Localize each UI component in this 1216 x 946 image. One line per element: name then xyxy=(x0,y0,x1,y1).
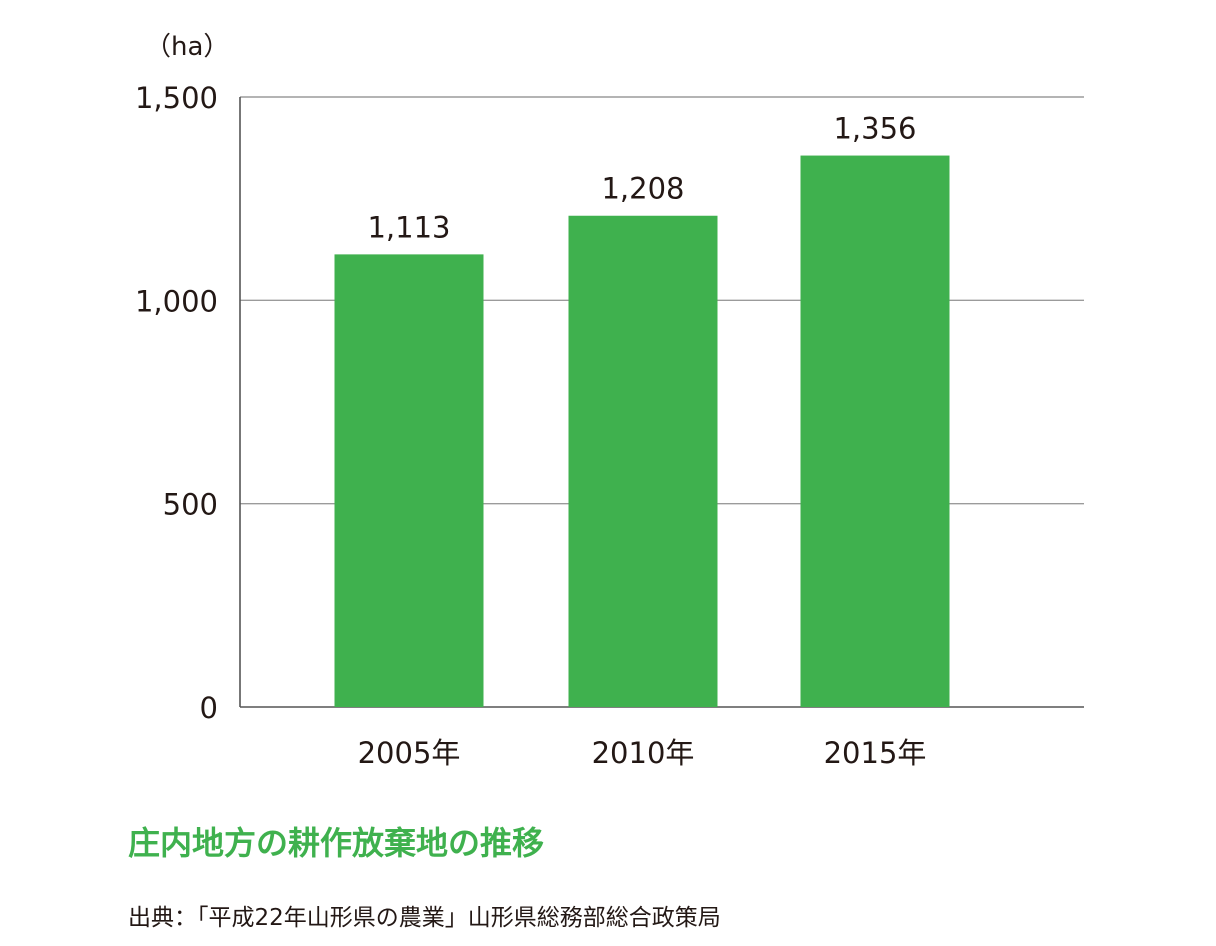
y-axis-unit-label: （ha） xyxy=(145,32,229,62)
y-tick-label-1000: 1,000 xyxy=(135,284,218,318)
bar-value-label-2005年: 1,113 xyxy=(367,210,450,244)
bar-value-label-2010年: 1,208 xyxy=(601,172,684,206)
chart-title: 庄内地方の耕作放棄地の推移 xyxy=(128,824,545,862)
x-tick-label-2015年: 2015年 xyxy=(824,736,927,770)
bar-2005年 xyxy=(334,254,484,707)
x-tick-label-2010年: 2010年 xyxy=(592,736,695,770)
bar-2010年 xyxy=(568,215,718,707)
y-tick-label-0: 0 xyxy=(200,691,218,725)
x-tick-label-2005年: 2005年 xyxy=(358,736,461,770)
y-tick-label-500: 500 xyxy=(163,488,218,522)
y-tick-label-1500: 1,500 xyxy=(135,81,218,115)
bar-2015年 xyxy=(800,155,950,707)
source-note: 出典：「平成22年山形県の農業」山形県総務部総合政策局 xyxy=(128,905,721,931)
bar-value-label-2015年: 1,356 xyxy=(833,112,916,146)
